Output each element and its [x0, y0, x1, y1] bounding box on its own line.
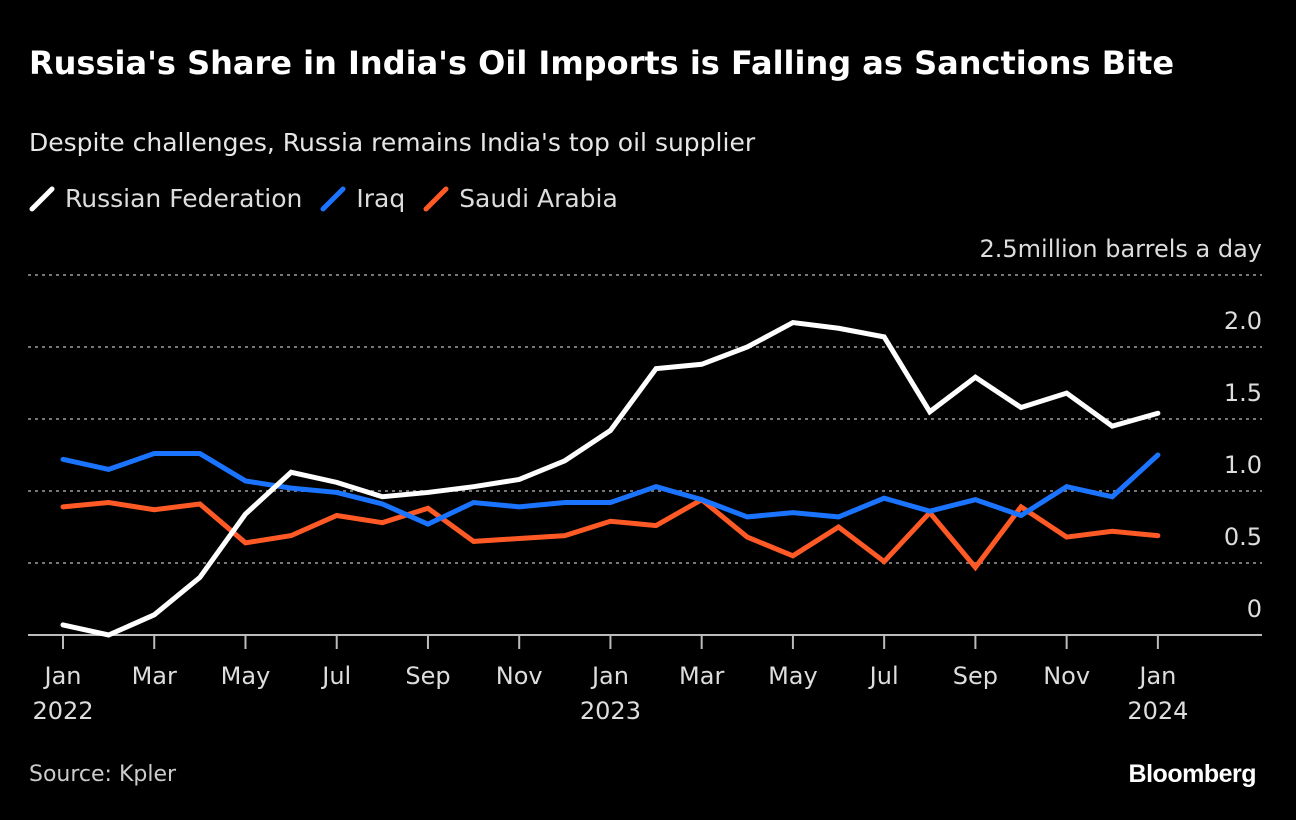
y-tick-label: 0	[1247, 595, 1262, 623]
legend-label-russia: Russian Federation	[65, 184, 303, 213]
legend-label-iraq: Iraq	[356, 184, 406, 213]
y-tick-label: 0.5	[1224, 523, 1262, 551]
x-tick-label: Jan	[1137, 662, 1176, 690]
y-tick-label: 1.0	[1224, 451, 1262, 479]
series-line-russia	[60, 319, 1161, 638]
x-tick-label: Jul	[868, 662, 899, 690]
x-tick-label: May	[221, 662, 271, 690]
y-axis-unit-label: 2.5million barrels a day	[979, 235, 1262, 263]
x-tick-year-label: 2023	[580, 697, 641, 725]
x-tick-label: Jan	[590, 662, 629, 690]
legend-item-russia: Russian Federation	[29, 184, 302, 213]
x-tick-label: Jul	[320, 662, 351, 690]
chart-title: Russia's Share in India's Oil Imports is…	[29, 44, 1175, 82]
chart-subtitle: Despite challenges, Russia remains India…	[29, 128, 756, 157]
legend-swatch-russia-icon	[29, 186, 55, 211]
legend-swatch-saudi-icon	[423, 186, 449, 211]
source-note: Source: Kpler	[29, 762, 177, 787]
bloomberg-logo: Bloomberg	[1128, 760, 1257, 788]
x-tick-label: Mar	[679, 662, 724, 690]
x-tick-label: May	[768, 662, 818, 690]
x-tick-label: Nov	[1043, 662, 1090, 690]
legend-swatch-iraq-icon	[320, 186, 346, 211]
x-tick-label: Jan	[43, 662, 82, 690]
x-tick-label: Mar	[132, 662, 177, 690]
y-tick-label: 1.5	[1224, 379, 1262, 407]
legend: Russian Federation Iraq Saudi Arabia	[29, 184, 618, 213]
x-tick-label: Nov	[496, 662, 543, 690]
series-line-saudi	[60, 496, 1161, 572]
series-line-iraq	[60, 451, 1161, 527]
x-tick-label: Sep	[953, 662, 998, 690]
x-tick-label: Sep	[405, 662, 450, 690]
legend-item-saudi: Saudi Arabia	[423, 184, 618, 213]
y-tick-label: 2.0	[1224, 307, 1262, 335]
x-tick-year-label: 2022	[32, 697, 93, 725]
legend-label-saudi: Saudi Arabia	[459, 184, 618, 213]
legend-item-iraq: Iraq	[320, 184, 405, 213]
x-tick-year-label: 2024	[1127, 697, 1188, 725]
